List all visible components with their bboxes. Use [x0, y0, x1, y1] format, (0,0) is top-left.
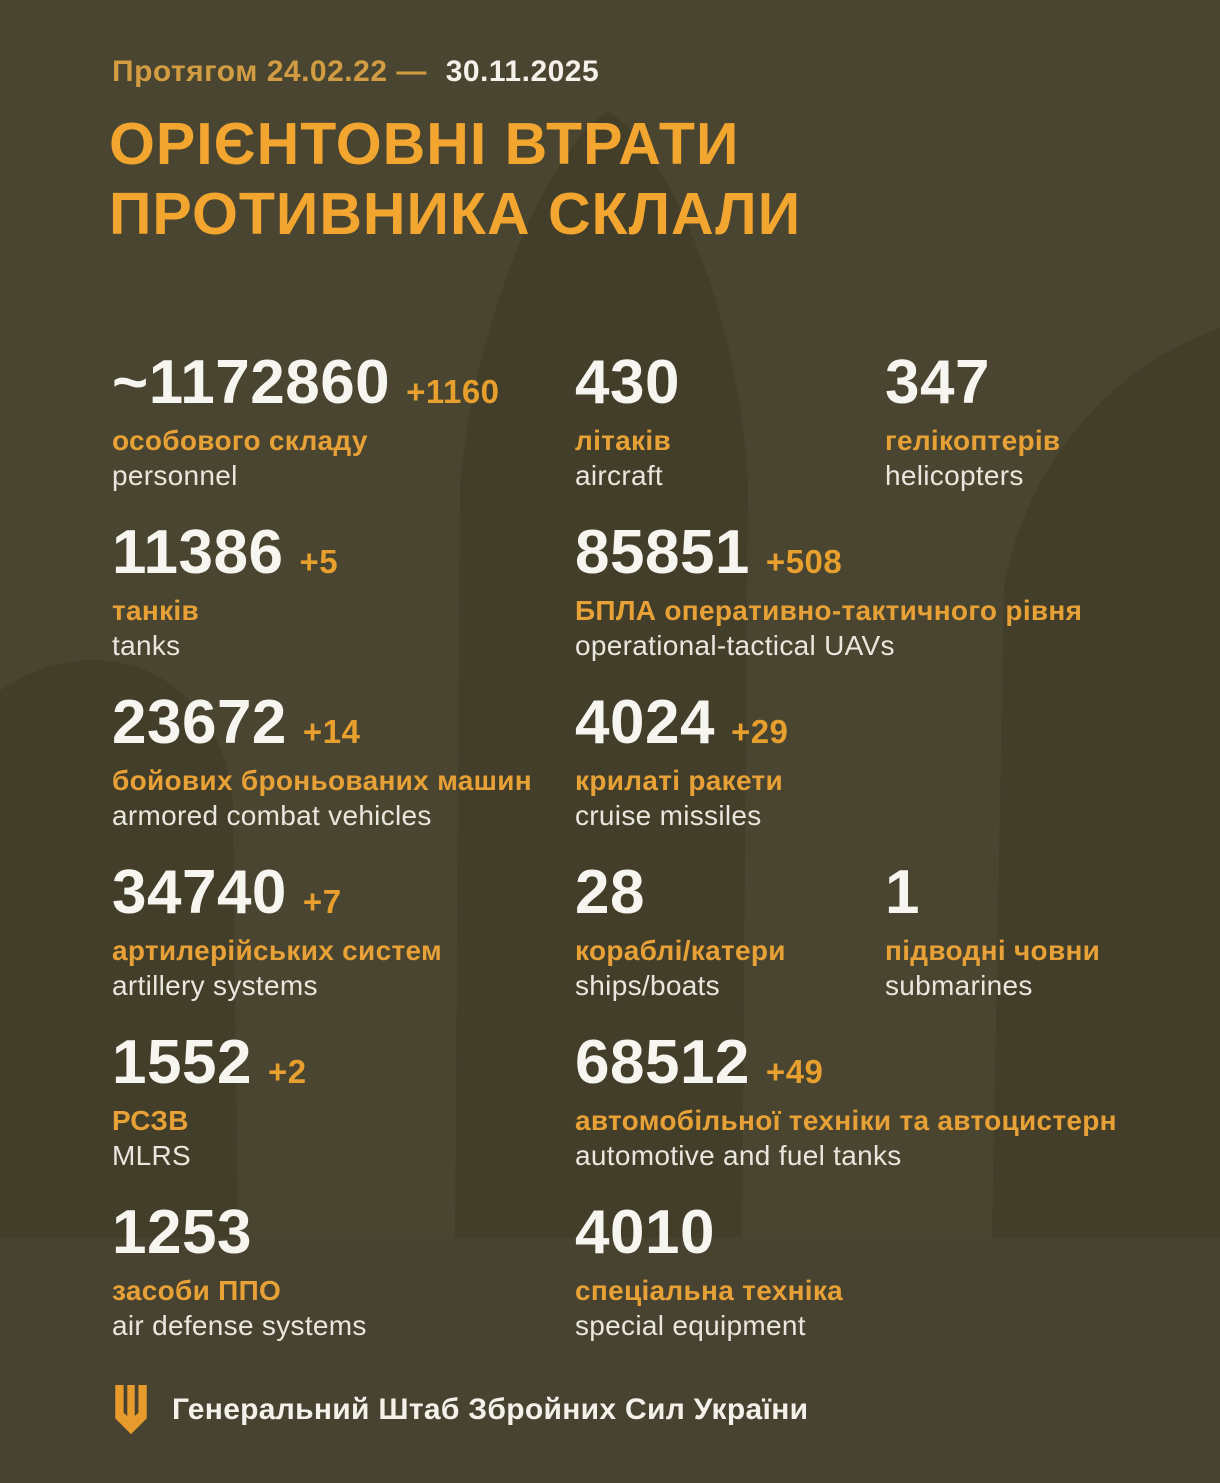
stat-number-row: 34740 +7	[112, 862, 442, 924]
stat-number-row: 1253	[112, 1202, 367, 1264]
stat-label-en: MLRS	[112, 1140, 191, 1171]
stat-label-ua: бойових броньованих машин	[112, 765, 532, 796]
stat-value: 4010	[575, 1198, 715, 1267]
footer: Генеральний Штаб Збройних Сил України	[112, 1385, 808, 1435]
stat-value: ~1172860	[112, 348, 391, 417]
stat-value: 1	[885, 858, 920, 927]
stat-label-ua: артилерійських систем	[112, 935, 442, 966]
stat-value: 28	[575, 858, 645, 927]
stat-air-defense: 1253 засоби ППО air defense systems	[112, 1202, 367, 1342]
stat-label-ua: БПЛА оперативно-тактичного рівня	[575, 595, 1083, 626]
stat-helicopters: 347 гелікоптерів helicopters	[885, 352, 1060, 492]
stat-artillery: 34740 +7 артилерійських систем artillery…	[112, 862, 442, 1002]
page-title: ОРІЄНТОВНІ ВТРАТИ ПРОТИВНИКА СКЛАЛИ	[109, 110, 801, 249]
stat-label-ua: підводні човни	[885, 935, 1101, 966]
stat-uavs: 85851 +508 БПЛА оперативно-тактичного рі…	[575, 522, 1082, 662]
stat-label-en: submarines	[885, 970, 1033, 1001]
stat-label-en: operational-tactical UAVs	[575, 630, 895, 661]
stat-delta: +2	[267, 1053, 307, 1090]
stat-label-en: ships/boats	[575, 970, 720, 1001]
stat-label-en: personnel	[112, 460, 238, 491]
stat-armored-vehicles: 23672 +14 бойових броньованих машин armo…	[112, 692, 532, 832]
stat-submarines: 1 підводні човни submarines	[885, 862, 1100, 1002]
stat-delta: +29	[730, 713, 789, 750]
stat-ships: 28 кораблі/катери ships/boats	[575, 862, 786, 1002]
stat-label-en: helicopters	[885, 460, 1024, 491]
stat-label-en: aircraft	[575, 460, 663, 491]
stat-aircraft: 430 літаків aircraft	[575, 352, 696, 492]
stat-label-en: special equipment	[575, 1310, 806, 1341]
stat-label-ua: гелікоптерів	[885, 425, 1061, 456]
stat-value: 85851	[575, 518, 750, 587]
stat-value: 430	[575, 348, 680, 417]
stat-label-ua: автомобільної техніки та автоцистерн	[575, 1105, 1117, 1136]
stat-label-ua: особового складу	[112, 425, 368, 456]
stat-personnel: ~1172860 +1160 особового складу personne…	[112, 352, 500, 492]
stat-special-equipment: 4010 спеціальна техніка special equipmen…	[575, 1202, 843, 1342]
stat-number-row: 430	[575, 352, 696, 414]
stat-value: 68512	[575, 1028, 750, 1097]
stat-tanks: 11386 +5 танків tanks	[112, 522, 338, 662]
stat-label-en: artillery systems	[112, 970, 318, 1001]
stat-value: 11386	[112, 518, 284, 587]
stat-number-row: 347	[885, 352, 1060, 414]
stat-delta: +5	[299, 543, 339, 580]
stat-label-ua: крилаті ракети	[575, 765, 783, 796]
stat-number-row: 23672 +14	[112, 692, 532, 754]
stat-number-row: 85851 +508	[575, 522, 1082, 584]
stat-number-row: 68512 +49	[575, 1032, 1117, 1094]
stat-value: 4024	[575, 688, 715, 757]
stat-value: 34740	[112, 858, 287, 927]
stat-label-ua: засоби ППО	[112, 1275, 282, 1306]
stat-number-row: 1552 +2	[112, 1032, 307, 1094]
stat-label-en: air defense systems	[112, 1310, 367, 1341]
tryzub-icon	[115, 1385, 147, 1435]
page-title-line1: ОРІЄНТОВНІ ВТРАТИ	[109, 111, 740, 177]
stat-mlrs: 1552 +2 РСЗВ MLRS	[112, 1032, 307, 1172]
stat-label-en: automotive and fuel tanks	[575, 1140, 902, 1171]
stat-delta: +1160	[406, 373, 500, 410]
stat-value: 23672	[112, 688, 287, 757]
stat-label-ua: РСЗВ	[112, 1105, 189, 1136]
stat-label-ua: літаків	[575, 425, 671, 456]
stat-label-ua: танків	[112, 595, 200, 626]
stat-number-row: 11386 +5	[112, 522, 338, 584]
stat-value: 1552	[112, 1028, 252, 1097]
stat-number-row: 28	[575, 862, 786, 924]
stat-number-row: 1	[885, 862, 1100, 924]
stat-number-row: ~1172860 +1160	[112, 352, 500, 414]
stat-delta: +508	[765, 543, 843, 580]
stat-cruise-missiles: 4024 +29 крилаті ракети cruise missiles	[575, 692, 788, 832]
footer-org-label: Генеральний Штаб Збройних Сил України	[172, 1393, 809, 1426]
stat-label-en: tanks	[112, 630, 181, 661]
period-prefix: Протягом 24.02.22 —	[112, 55, 427, 88]
stat-value: 1253	[112, 1198, 252, 1267]
period-date: 30.11.2025	[445, 55, 600, 88]
stat-delta: +49	[765, 1053, 824, 1090]
stat-delta: +14	[302, 713, 361, 750]
stat-value: 347	[885, 348, 990, 417]
stat-label-en: armored combat vehicles	[112, 800, 432, 831]
stat-number-row: 4024 +29	[575, 692, 788, 754]
stat-automotive: 68512 +49 автомобільної техніки та автоц…	[575, 1032, 1117, 1172]
stat-label-en: cruise missiles	[575, 800, 762, 831]
period-line: Протягом 24.02.22 — 30.11.2025	[112, 55, 599, 89]
stat-delta: +7	[302, 883, 342, 920]
stat-label-ua: спеціальна техніка	[575, 1275, 844, 1306]
page-title-line2: ПРОТИВНИКА СКЛАЛИ	[109, 180, 802, 247]
stat-label-ua: кораблі/катери	[575, 935, 786, 966]
stat-number-row: 4010	[575, 1202, 843, 1264]
